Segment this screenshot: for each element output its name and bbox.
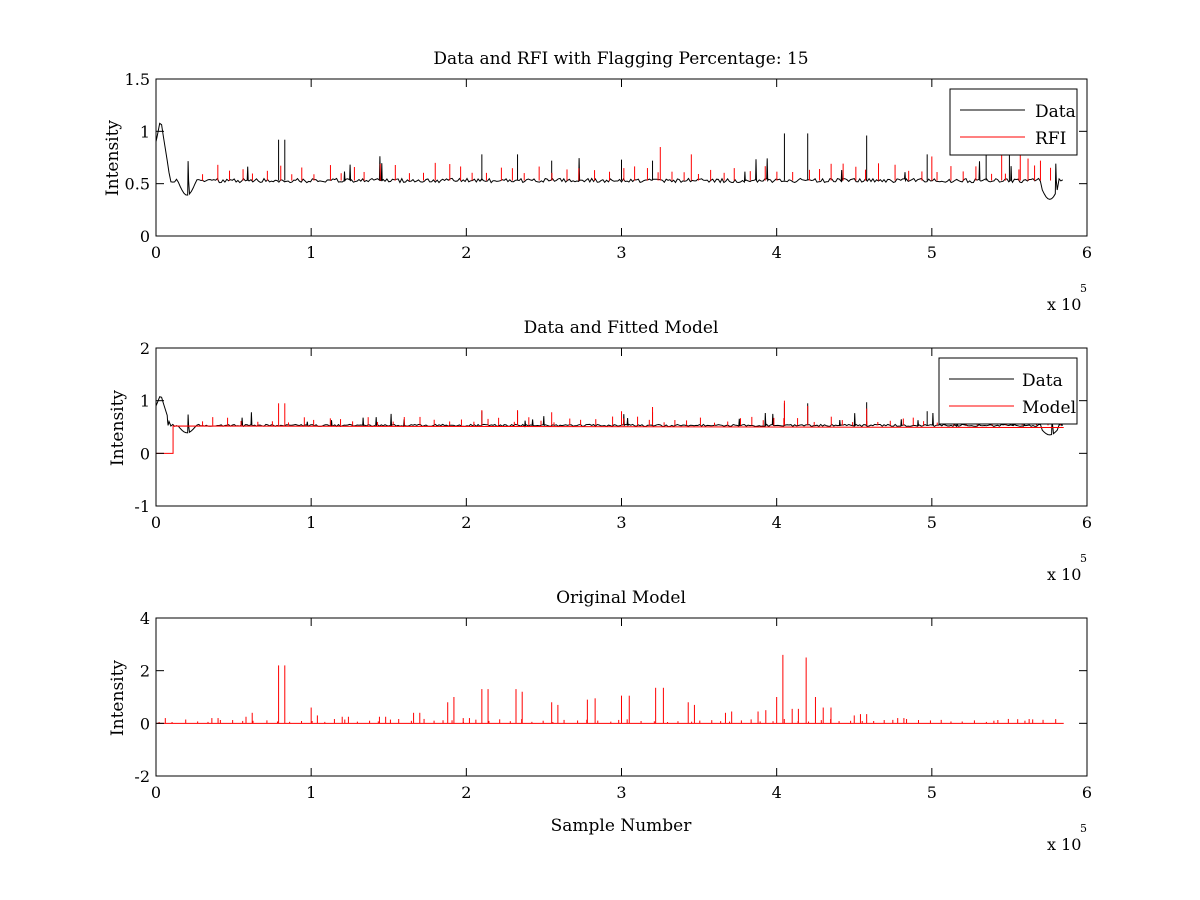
- panel-3-plot-area: [156, 654, 1064, 724]
- y-tick-label: 1: [140, 392, 150, 411]
- y-tick-label: 2: [140, 339, 150, 358]
- panel-2: Data and Fitted Model Intensity 0 1 2 3 4 5 6 -…: [108, 318, 1092, 584]
- series-data-line: [155, 396, 1064, 436]
- panel-1-legend-box: [949, 88, 1078, 156]
- panel-1-legend-data-label: Data: [1035, 102, 1076, 122]
- y-tick-label: 0.5: [125, 175, 150, 194]
- panel-2-legend-model-label: Model: [1022, 398, 1076, 418]
- x-tick-label: 2: [461, 783, 471, 802]
- panel-2-plot-area: [155, 396, 1064, 454]
- x-tick-label: 3: [616, 513, 626, 532]
- x-tick-label: 6: [1082, 513, 1092, 532]
- x-tick-label: 5: [927, 243, 937, 262]
- x-tick-label: 0: [151, 243, 161, 262]
- x-tick-label: 0: [151, 783, 161, 802]
- x-tick-label: 3: [616, 783, 626, 802]
- panel-1-title: Data and RFI with Flagging Percentage: 1…: [433, 49, 808, 69]
- y-tick-label: 1.5: [125, 70, 150, 89]
- series-model-line: [156, 425, 1064, 454]
- panel-2-x-exponent: x 10: [1047, 565, 1081, 584]
- panel-1-legend: Data RFI: [949, 88, 1078, 156]
- x-tick-label: 3: [616, 243, 626, 262]
- x-tick-label: 2: [461, 243, 471, 262]
- panel-1: Data and RFI with Flagging Percentage: 1…: [103, 49, 1092, 314]
- x-tick-label: 6: [1082, 243, 1092, 262]
- x-tick-label: 2: [461, 513, 471, 532]
- y-tick-label: 2: [140, 662, 150, 681]
- x-tick-label: 1: [306, 243, 316, 262]
- y-tick-label: 1: [140, 122, 150, 141]
- x-tick-label: 0: [151, 513, 161, 532]
- panel-2-legend-data-label: Data: [1022, 371, 1063, 391]
- panel-3-title: Original Model: [556, 588, 686, 608]
- y-tick-label: -1: [134, 497, 150, 516]
- series-data-line: [155, 122, 1064, 200]
- y-tick-label: -2: [134, 767, 150, 786]
- panel-2-ylabel: Intensity: [108, 390, 128, 466]
- x-tick-label: 6: [1082, 783, 1092, 802]
- x-tick-label: 5: [927, 513, 937, 532]
- y-tick-label: 4: [140, 609, 150, 628]
- panel-1-legend-rfi-label: RFI: [1035, 129, 1066, 149]
- panel-2-legend: Data Model: [938, 357, 1078, 425]
- y-tick-label: 0: [140, 227, 150, 246]
- panel-3-xlabel: Sample Number: [551, 816, 693, 836]
- panel-3-x-exponent-power: 5: [1080, 822, 1087, 835]
- x-tick-label: 4: [772, 783, 782, 802]
- x-tick-label: 4: [772, 513, 782, 532]
- panel-2-legend-box: [938, 357, 1078, 425]
- panel-1-ticks: 0 1 2 3 4 5 6 0 0.5 1 1.5: [125, 70, 1093, 262]
- panel-1-ylabel: Intensity: [103, 120, 123, 196]
- x-tick-label: 1: [306, 513, 316, 532]
- x-tick-label: 5: [927, 783, 937, 802]
- x-tick-label: 4: [772, 243, 782, 262]
- panel-3-ylabel: Intensity: [108, 660, 128, 736]
- panel-3-x-exponent: x 10: [1047, 835, 1081, 854]
- x-tick-label: 1: [306, 783, 316, 802]
- panel-1-plot-area: [155, 122, 1064, 200]
- panel-2-title: Data and Fitted Model: [524, 318, 719, 338]
- panel-2-x-exponent-power: 5: [1080, 552, 1087, 565]
- y-tick-label: 0: [140, 444, 150, 463]
- panel-1-x-exponent: x 10: [1047, 295, 1081, 314]
- panel-1-x-exponent-power: 5: [1080, 282, 1087, 295]
- y-tick-label: 0: [140, 714, 150, 733]
